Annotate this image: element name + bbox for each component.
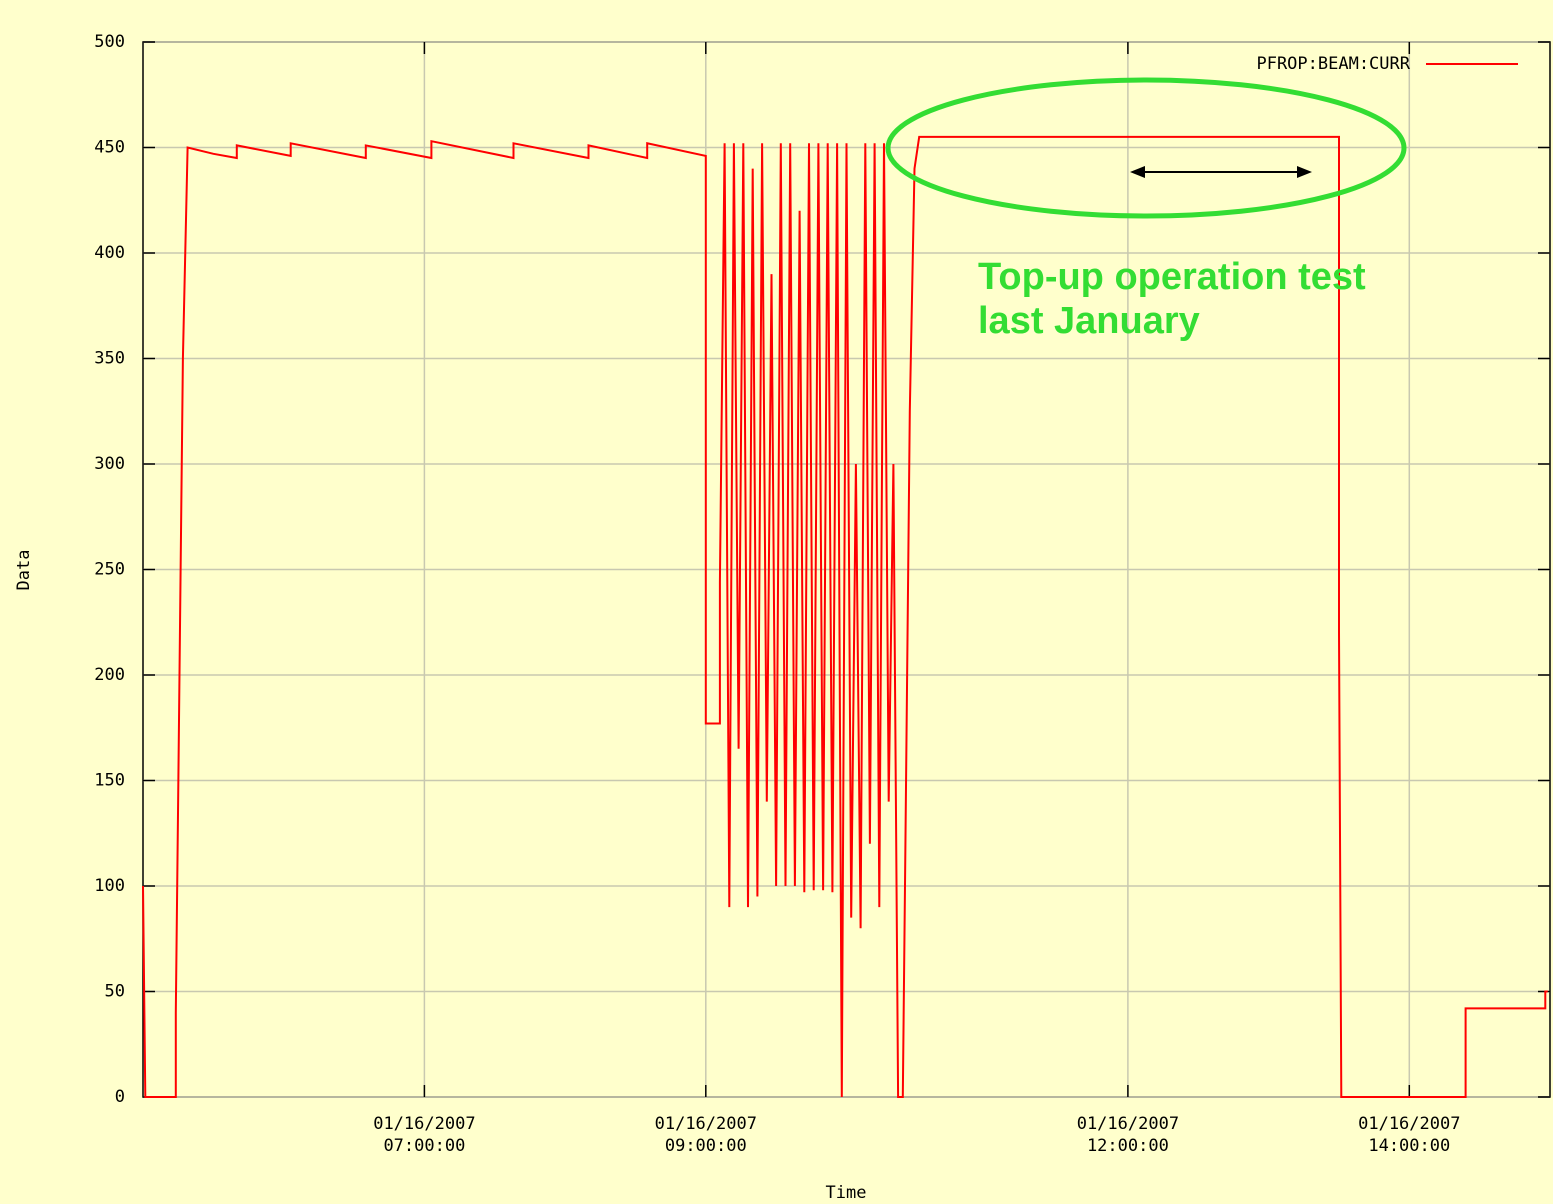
- x-tick-label: 01/16/2007 09:00:00: [654, 1114, 757, 1156]
- y-tick-label: 250: [94, 560, 125, 580]
- y-tick-label: 400: [94, 243, 125, 263]
- x-tick-label: 01/16/2007 07:00:00: [373, 1114, 476, 1156]
- y-tick-label: 0: [115, 1087, 125, 1107]
- arrow-head: [1297, 166, 1312, 178]
- y-axis-label: Data: [14, 550, 34, 591]
- y-tick-label: 500: [94, 32, 125, 52]
- y-tick-label: 300: [94, 454, 125, 474]
- y-tick-label: 100: [94, 876, 125, 896]
- x-tick-label: 01/16/2007 14:00:00: [1358, 1114, 1461, 1156]
- annotation: Top-up operation test last January: [978, 256, 1366, 342]
- y-tick-label: 450: [94, 138, 125, 158]
- y-tick-label: 50: [105, 982, 125, 1002]
- data-line: [142, 135, 1548, 1098]
- highlight-ellipse: [885, 77, 1407, 219]
- x-axis-label: Time: [826, 1183, 867, 1203]
- x-tick-label: 01/16/2007 12:00:00: [1076, 1114, 1180, 1156]
- y-tick-label: 150: [94, 771, 125, 791]
- legend-label: PFROP:BEAM:CURR: [1256, 54, 1410, 74]
- y-tick-label: 200: [94, 665, 125, 685]
- arrow-head: [1130, 166, 1145, 178]
- y-tick-label: 350: [94, 349, 125, 369]
